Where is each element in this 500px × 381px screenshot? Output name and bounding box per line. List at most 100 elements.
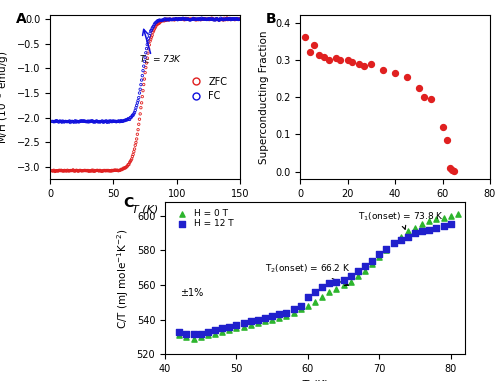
Point: [74, 168, 82, 174]
Point: [204, 16, 212, 22]
Point: [57, 167, 65, 173]
Point: [143, 42, 151, 48]
Point: [225, 16, 233, 22]
Point: [356, 61, 364, 67]
Point: [160, 18, 168, 24]
Point: [138, 100, 145, 106]
Point: [83, 119, 91, 125]
Text: C: C: [123, 196, 133, 210]
H = 12 T: [226, 323, 234, 330]
Point: [58, 168, 66, 174]
Point: [348, 59, 356, 65]
H = 12 T: [246, 319, 254, 325]
Point: [182, 16, 190, 22]
Point: [234, 16, 241, 22]
Point: [72, 167, 80, 173]
Point: [115, 168, 123, 174]
Point: [96, 167, 104, 173]
Point: [166, 16, 174, 22]
Point: [194, 16, 202, 22]
Point: [209, 16, 217, 22]
Point: [122, 164, 130, 170]
Point: [104, 119, 112, 125]
Point: [110, 167, 118, 173]
Point: [53, 118, 61, 124]
Point: [112, 118, 120, 124]
Point: [59, 118, 67, 124]
Point: [184, 16, 192, 22]
Point: [57, 118, 65, 124]
Point: [88, 168, 96, 174]
Point: [196, 16, 204, 22]
Point: [52, 118, 60, 124]
Point: [74, 118, 82, 125]
Point: [124, 117, 132, 123]
Point: [127, 157, 135, 163]
Point: [344, 57, 351, 63]
Point: [163, 17, 171, 23]
Point: [50, 118, 58, 125]
Point: [168, 16, 176, 22]
Point: [172, 16, 180, 22]
Point: [58, 168, 66, 174]
Point: [426, 96, 434, 102]
Point: [114, 167, 122, 173]
Point: [60, 168, 68, 174]
Point: [172, 16, 179, 22]
H = 12 T: [296, 303, 304, 309]
Point: [76, 118, 84, 125]
Point: [130, 111, 138, 117]
Point: [91, 168, 99, 174]
Point: [146, 30, 154, 36]
Point: [90, 168, 98, 174]
Point: [200, 16, 208, 22]
Point: [190, 16, 198, 22]
Point: [199, 16, 207, 22]
Point: [160, 17, 168, 23]
Point: [84, 167, 92, 173]
Point: [82, 167, 90, 173]
Point: [188, 16, 196, 22]
Point: [138, 73, 146, 79]
Point: [103, 119, 111, 125]
X-axis label: T (K): T (K): [382, 204, 408, 215]
Point: [144, 50, 152, 56]
Point: [62, 168, 70, 174]
Point: [182, 16, 190, 22]
Point: [102, 168, 110, 174]
H = 0 T: [276, 315, 283, 321]
Point: [50, 168, 58, 174]
Point: [147, 28, 155, 34]
Point: [118, 166, 126, 172]
Point: [104, 167, 112, 173]
Point: [183, 16, 191, 22]
Point: [141, 54, 149, 60]
H = 0 T: [326, 289, 334, 295]
Point: [174, 17, 182, 23]
Point: [82, 118, 90, 125]
H = 12 T: [411, 230, 419, 236]
H = 0 T: [390, 240, 398, 247]
Point: [83, 168, 91, 174]
Point: [67, 118, 75, 125]
Point: [107, 168, 115, 174]
Point: [146, 38, 154, 44]
Point: [192, 17, 200, 23]
H = 12 T: [211, 327, 219, 333]
Point: [141, 70, 149, 76]
Point: [128, 154, 136, 160]
Point: [123, 164, 131, 170]
Point: [214, 17, 222, 23]
Point: [234, 16, 242, 22]
Point: [216, 16, 224, 22]
Point: [79, 168, 87, 174]
Point: [222, 15, 230, 21]
Point: [113, 118, 121, 125]
Point: [154, 21, 162, 27]
H = 12 T: [440, 223, 448, 229]
Point: [211, 16, 219, 22]
X-axis label: T (K): T (K): [132, 204, 158, 215]
Point: [62, 118, 70, 125]
Point: [124, 163, 132, 169]
Point: [176, 16, 184, 22]
